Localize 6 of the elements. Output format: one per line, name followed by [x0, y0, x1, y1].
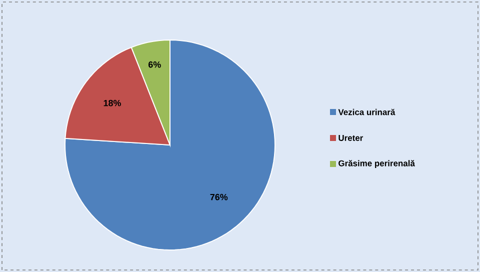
legend-label: Ureter	[338, 135, 364, 141]
legend-label: Grăsime perirenală	[338, 160, 415, 168]
legend-label: Vezica urinară	[338, 108, 396, 116]
data-label: 76%	[210, 194, 228, 200]
data-label: 6%	[148, 61, 161, 68]
data-label: 18%	[104, 100, 121, 106]
